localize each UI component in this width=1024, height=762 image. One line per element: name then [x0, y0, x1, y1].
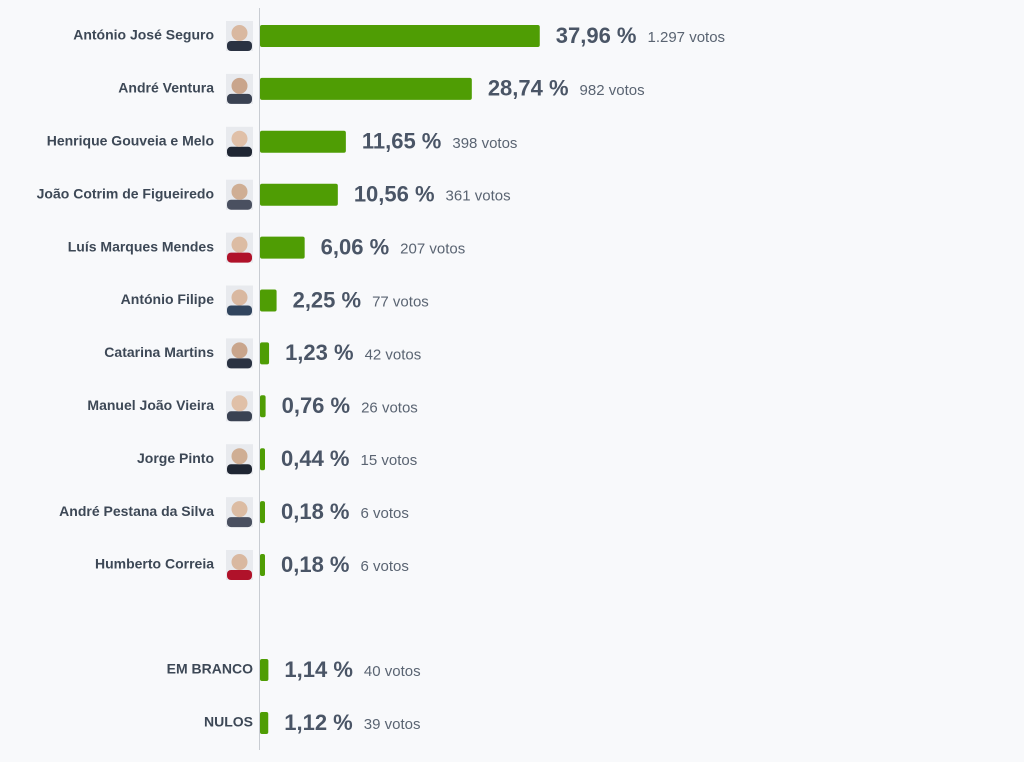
votes-label: 40 votos: [364, 663, 421, 680]
photo-head: [231, 77, 248, 94]
bar: [260, 236, 305, 259]
percent-label: 1,14 %: [284, 657, 353, 682]
photo-body: [227, 570, 252, 580]
percent-label: 28,74 %: [488, 76, 569, 101]
candidate-name: António José Seguro: [73, 27, 214, 43]
candidate-name: Henrique Gouveia e Melo: [47, 133, 214, 149]
photo-head: [231, 395, 248, 412]
bar: [260, 183, 338, 206]
photo-body: [227, 41, 252, 51]
photo-head: [231, 130, 248, 147]
votes-label: 42 votos: [365, 346, 422, 363]
votes-label: 6 votos: [361, 558, 409, 575]
votes-label: 77 votos: [372, 293, 429, 310]
votes-label: 6 votos: [361, 505, 409, 522]
percent-label: 2,25 %: [293, 287, 362, 312]
photo-head: [231, 236, 248, 253]
percent-label: 10,56 %: [354, 182, 435, 207]
candidate-name: NULOS: [204, 714, 253, 730]
photo-head: [231, 554, 248, 570]
bar: [260, 25, 540, 47]
votes-label: 1.297 votos: [647, 29, 725, 46]
percent-label: 11,65 %: [362, 129, 442, 154]
photo-head: [231, 501, 248, 518]
photo-head: [231, 25, 248, 41]
percent-label: 0,76 %: [282, 393, 351, 418]
photo-body: [227, 93, 252, 104]
candidate-name: EM BRANCO: [167, 661, 253, 677]
candidate-name: André Ventura: [118, 80, 214, 96]
percent-label: 0,18 %: [281, 552, 350, 577]
photo-head: [231, 289, 248, 306]
photo-body: [227, 199, 252, 210]
percent-label: 6,06 %: [321, 234, 390, 259]
candidate-name: António Filipe: [121, 291, 215, 307]
votes-label: 982 votos: [580, 82, 645, 99]
photo-body: [227, 146, 252, 157]
percent-label: 1,23 %: [285, 340, 354, 365]
candidate-name: Catarina Martins: [104, 344, 214, 360]
candidate-name: Manuel João Vieira: [87, 397, 214, 413]
bar: [260, 554, 265, 576]
candidate-name: Humberto Correia: [95, 556, 214, 572]
bar: [260, 501, 265, 524]
percent-label: 0,18 %: [281, 499, 350, 524]
bar: [260, 289, 277, 312]
photo-body: [227, 517, 252, 528]
candidate-name: Luís Marques Mendes: [68, 238, 214, 254]
bar: [260, 395, 266, 418]
votes-label: 361 votos: [446, 188, 511, 205]
bar: [260, 712, 269, 734]
photo-head: [231, 448, 248, 465]
candidate-name: Jorge Pinto: [137, 450, 214, 466]
bar: [260, 130, 346, 153]
percent-label: 37,96 %: [556, 23, 637, 48]
percent-label: 0,44 %: [281, 446, 350, 471]
photo-body: [227, 464, 252, 475]
photo-head: [231, 342, 248, 359]
votes-label: 207 votos: [400, 241, 465, 258]
photo-body: [227, 411, 252, 422]
bar: [260, 448, 265, 471]
candidate-name: André Pestana da Silva: [59, 503, 214, 519]
candidate-name: João Cotrim de Figueiredo: [37, 185, 214, 201]
photo-body: [227, 358, 252, 369]
photo-body: [227, 252, 252, 263]
photo-body: [227, 305, 252, 316]
bar: [260, 77, 472, 100]
photo-head: [231, 183, 248, 200]
votes-label: 398 votos: [452, 135, 517, 152]
percent-label: 1,12 %: [284, 710, 353, 735]
votes-label: 26 votos: [361, 399, 418, 416]
bar: [260, 659, 269, 681]
votes-label: 39 votos: [364, 716, 421, 733]
votes-label: 15 votos: [361, 452, 418, 469]
bar: [260, 342, 270, 365]
